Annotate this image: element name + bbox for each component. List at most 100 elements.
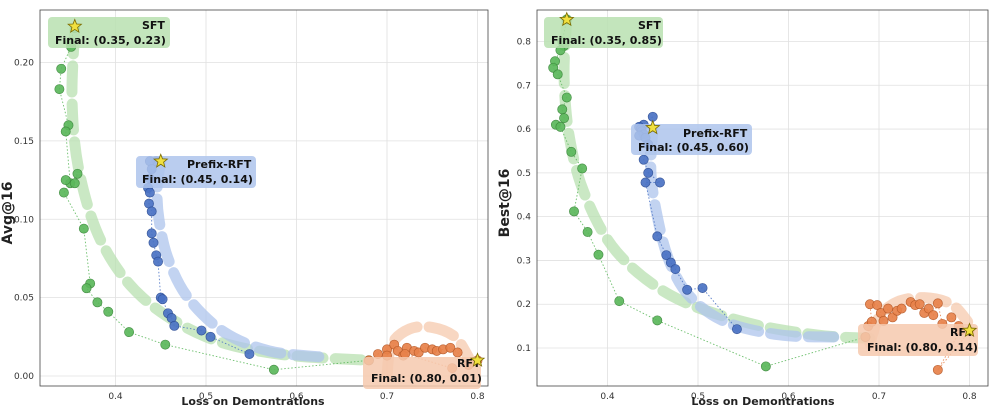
point-rft	[946, 312, 957, 323]
point-prefix-rft	[146, 206, 157, 217]
point-sft	[552, 69, 563, 80]
x-tick-label: 0.8	[962, 392, 977, 402]
point-sft	[160, 339, 171, 350]
point-sft	[555, 121, 566, 132]
x-tick-label: 0.6	[289, 392, 304, 402]
y-tick-label: 0.20	[14, 59, 34, 69]
y-tick-label: 0.3	[517, 256, 531, 266]
point-prefix-rft	[640, 177, 651, 188]
series-name-label: SFT	[638, 19, 661, 32]
point-sft	[103, 306, 114, 317]
point-prefix-rft	[157, 294, 168, 305]
series-name-label: Prefix-RFT	[683, 127, 748, 140]
plot-frame	[536, 9, 989, 387]
point-prefix-rft	[682, 284, 693, 295]
point-sft	[60, 126, 71, 137]
label-box-rft	[363, 357, 481, 389]
point-sft	[72, 168, 83, 179]
point-sft	[69, 178, 80, 189]
plot-frame	[39, 9, 489, 387]
point-sft	[569, 206, 579, 217]
x-tick-label: 0.5	[691, 392, 705, 402]
x-axis-label: Loss on Demontrations	[181, 395, 325, 408]
point-prefix-rft	[205, 331, 216, 342]
final-value-label: Final: (0.45, 0.14)	[142, 173, 253, 186]
point-prefix-rft	[169, 320, 180, 331]
point-sft	[593, 249, 604, 260]
point-prefix-rft	[655, 177, 665, 188]
final-value-label: Final: (0.35, 0.85)	[551, 34, 662, 47]
point-prefix-rft	[731, 324, 742, 335]
label-box-rft	[858, 324, 978, 356]
x-tick-label: 0.8	[470, 392, 485, 402]
point-sft	[78, 223, 89, 234]
y-tick-label: 0.1	[517, 344, 531, 354]
chart-avg16: 0.4 0.5 0.6 0.7 0.8 0.00 0.05 0.10 0.15 0.20 SFT Fi…	[0, 9, 489, 408]
point-rft	[928, 310, 939, 321]
y-tick-label: 0.7	[517, 81, 531, 91]
final-value-label: Final: (0.35, 0.23)	[55, 34, 166, 47]
series-path-prefix-rft	[637, 116, 738, 330]
point-rft	[932, 298, 943, 309]
point-sft	[577, 163, 588, 174]
y-axis-label: Best@16	[497, 169, 513, 238]
point-prefix-rft	[638, 154, 649, 165]
point-sft	[268, 364, 279, 375]
final-value-label: Final: (0.80, 0.14)	[867, 341, 978, 354]
series-name-label: Prefix-RFT	[187, 158, 252, 171]
point-rft	[914, 299, 925, 310]
x-tick-label: 0.7	[872, 392, 886, 402]
x-tick-label: 0.5	[199, 392, 213, 402]
final-star-prefix-rft	[645, 119, 661, 135]
final-star-rft	[469, 352, 486, 367]
x-tick-label: 0.4	[108, 392, 123, 402]
point-rft	[932, 364, 943, 375]
point-prefix-rft	[661, 250, 672, 261]
y-tick-label: 0.8	[517, 38, 532, 48]
point-prefix-rft	[244, 349, 255, 360]
label-box-prefix-rft	[136, 156, 256, 188]
point-prefix-rft	[643, 167, 654, 178]
final-star-prefix-rft	[153, 153, 169, 168]
final-star-rft	[961, 322, 978, 338]
point-sft	[652, 315, 663, 326]
y-axis-label: Avg@16	[0, 182, 16, 245]
point-rft	[452, 347, 463, 358]
series-name-label: SFT	[142, 19, 165, 32]
y-tick-label: 0.10	[14, 215, 34, 225]
x-axis-label: Loss on Demontrations	[691, 395, 835, 408]
point-sft	[559, 113, 570, 124]
point-prefix-rft	[652, 231, 663, 242]
chart-best16: 0.40.50.60.70.80.90.10.20.30.40.50.60.70…	[497, 9, 989, 408]
point-sft	[81, 283, 92, 294]
x-tick-label: 0.6	[781, 392, 796, 402]
point-sft	[566, 146, 577, 157]
x-tick-label: 0.4	[600, 392, 615, 402]
y-tick-label: 0.4	[517, 213, 532, 223]
y-tick-label: 0.2	[517, 300, 531, 310]
point-prefix-rft	[153, 256, 163, 267]
x-tick-label: 0.7	[380, 392, 394, 402]
point-prefix-rft	[146, 228, 157, 239]
point-sft	[54, 84, 65, 95]
final-value-label: Final: (0.80, 0.01)	[371, 372, 482, 385]
point-sft	[60, 175, 71, 186]
point-prefix-rft	[697, 283, 708, 293]
point-sft	[58, 187, 69, 198]
point-rft	[896, 303, 907, 314]
y-tick-label: 0.15	[14, 137, 34, 147]
point-sft	[92, 297, 103, 308]
point-sft	[557, 104, 568, 115]
point-sft	[56, 63, 67, 74]
point-sft	[124, 327, 135, 338]
point-prefix-rft	[196, 325, 207, 336]
final-star-sft	[67, 18, 83, 34]
label-box-sft	[544, 17, 663, 48]
point-prefix-rft	[144, 187, 155, 198]
point-prefix-rft	[148, 237, 159, 248]
trend-line-prefix-rft	[151, 155, 330, 363]
y-tick-label: 0.5	[517, 169, 531, 179]
y-tick-label: 0.00	[14, 372, 34, 382]
point-sft	[582, 227, 593, 237]
